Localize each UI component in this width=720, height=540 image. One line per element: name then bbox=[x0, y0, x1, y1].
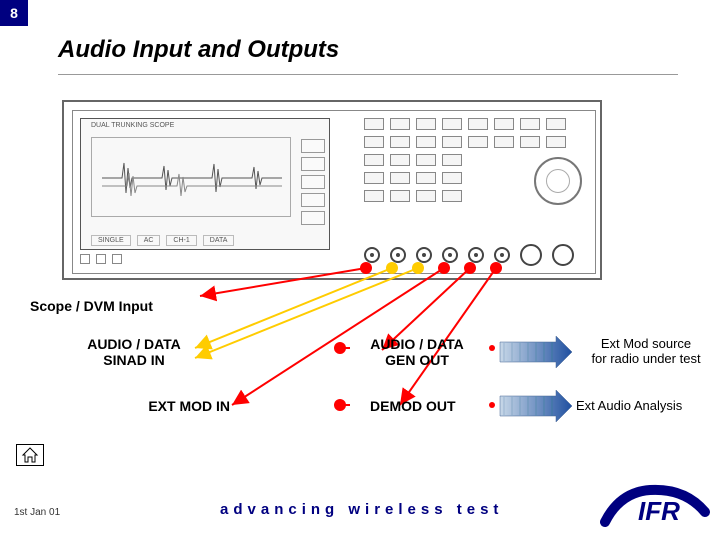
screen-waveform bbox=[102, 158, 282, 198]
screen-softkeys bbox=[301, 139, 325, 229]
connector-sinad-1 bbox=[390, 247, 406, 263]
connector-row bbox=[364, 244, 574, 266]
connector-scope bbox=[364, 247, 380, 263]
connector-rf-1 bbox=[520, 244, 542, 266]
screen-title: DUAL TRUNKING SCOPE bbox=[91, 122, 174, 129]
connector-sinad-2 bbox=[416, 247, 432, 263]
gradient-arrow-2 bbox=[500, 390, 572, 422]
small-controls bbox=[80, 254, 122, 264]
label-demod-out: DEMOD OUT bbox=[370, 398, 490, 414]
ifr-logo: IFR bbox=[600, 472, 710, 532]
label-sinad-in: AUDIO / DATA SINAD IN bbox=[64, 336, 204, 368]
instrument-knob bbox=[534, 157, 582, 205]
footer-tagline: advancing wireless test bbox=[220, 501, 503, 518]
connector-demod bbox=[494, 247, 510, 263]
screen-bottom-tabs: SINGLE AC CH-1 DATA bbox=[91, 235, 234, 246]
label-ext-mod-source: Ext Mod source for radio under test bbox=[576, 336, 716, 366]
label-gen-out: AUDIO / DATA GEN OUT bbox=[352, 336, 482, 368]
gradient-arrow-1 bbox=[500, 336, 572, 368]
instrument-screen: DUAL TRUNKING SCOPE SINGLE AC CH-1 DATA bbox=[80, 118, 330, 250]
footer-date: 1st Jan 01 bbox=[14, 507, 60, 518]
connector-genout bbox=[468, 247, 484, 263]
title-underline bbox=[58, 74, 678, 75]
connector-extmod bbox=[442, 247, 458, 263]
home-icon[interactable] bbox=[16, 444, 44, 466]
page-number: 8 bbox=[0, 0, 28, 26]
label-ext-mod-in: EXT MOD IN bbox=[100, 398, 230, 414]
svg-text:IFR: IFR bbox=[638, 496, 680, 526]
screen-plot-area bbox=[91, 137, 291, 217]
page-title: Audio Input and Outputs bbox=[58, 36, 339, 64]
label-scope-input: Scope / DVM Input bbox=[30, 298, 153, 314]
instrument-panel: DUAL TRUNKING SCOPE SINGLE AC CH-1 DATA bbox=[62, 100, 602, 280]
connector-rf-2 bbox=[552, 244, 574, 266]
label-ext-audio-analysis: Ext Audio Analysis bbox=[576, 398, 716, 413]
